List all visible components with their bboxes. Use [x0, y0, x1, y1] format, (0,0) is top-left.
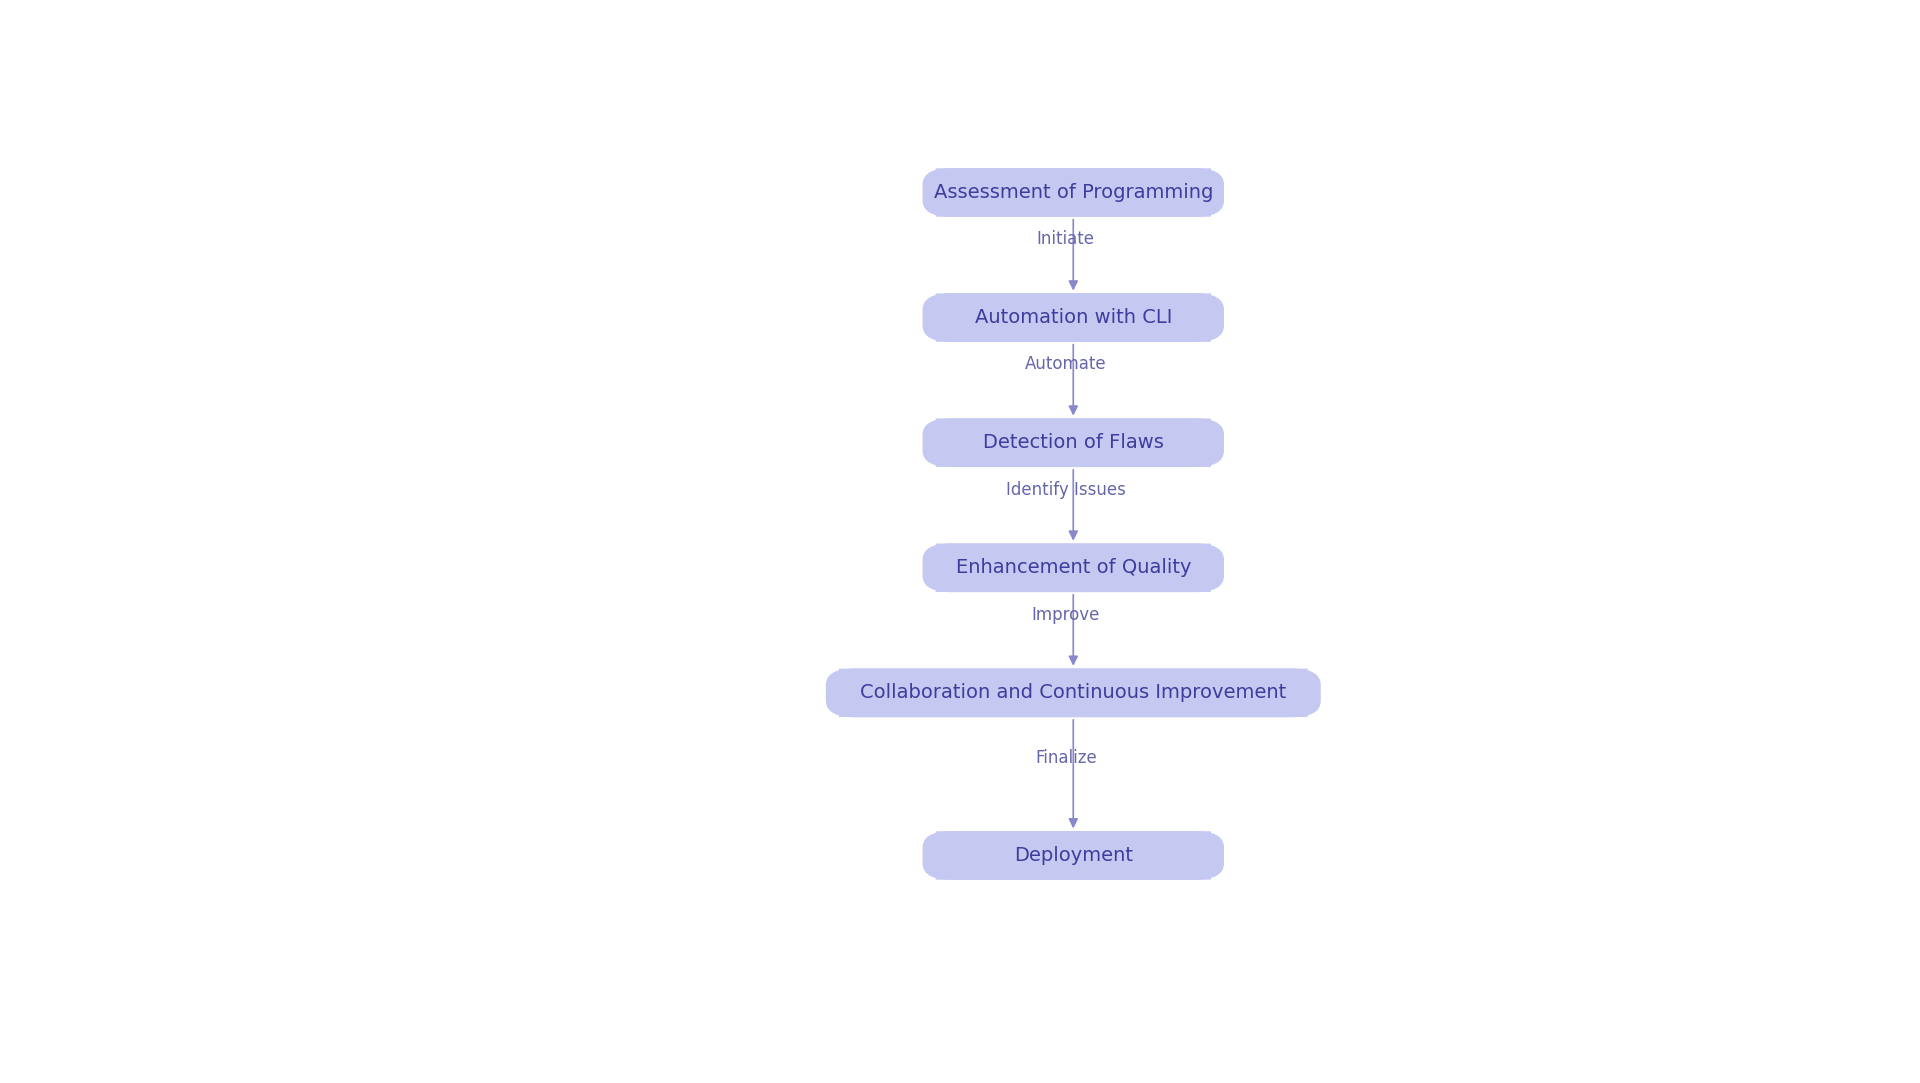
FancyBboxPatch shape: [922, 168, 1225, 217]
Text: Collaboration and Continuous Improvement: Collaboration and Continuous Improvement: [860, 683, 1286, 703]
Text: Finalize: Finalize: [1035, 749, 1096, 768]
FancyBboxPatch shape: [935, 832, 1212, 879]
Text: Assessment of Programming: Assessment of Programming: [933, 183, 1213, 203]
FancyBboxPatch shape: [839, 668, 1308, 717]
FancyBboxPatch shape: [922, 293, 1225, 342]
Text: Initiate: Initiate: [1037, 231, 1094, 248]
Text: Automate: Automate: [1025, 355, 1106, 374]
FancyBboxPatch shape: [935, 544, 1212, 592]
Text: Detection of Flaws: Detection of Flaws: [983, 433, 1164, 453]
FancyBboxPatch shape: [935, 168, 1212, 217]
FancyBboxPatch shape: [922, 831, 1225, 879]
FancyBboxPatch shape: [935, 293, 1212, 342]
Text: Automation with CLI: Automation with CLI: [975, 308, 1171, 327]
FancyBboxPatch shape: [826, 668, 1321, 717]
FancyBboxPatch shape: [922, 418, 1225, 467]
Text: Identify Issues: Identify Issues: [1006, 481, 1125, 498]
FancyBboxPatch shape: [922, 544, 1225, 592]
FancyBboxPatch shape: [935, 418, 1212, 467]
Text: Enhancement of Quality: Enhancement of Quality: [956, 558, 1190, 577]
Text: Improve: Improve: [1031, 605, 1100, 624]
Text: Deployment: Deployment: [1014, 846, 1133, 865]
